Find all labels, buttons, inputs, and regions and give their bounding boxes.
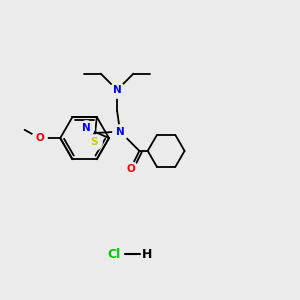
Text: Cl: Cl [108,248,121,260]
Text: O: O [35,133,44,143]
Text: N: N [113,85,122,95]
Text: S: S [90,137,98,147]
Text: N: N [82,123,91,133]
Text: H: H [142,248,152,260]
Text: N: N [116,127,124,136]
Text: O: O [126,164,135,174]
